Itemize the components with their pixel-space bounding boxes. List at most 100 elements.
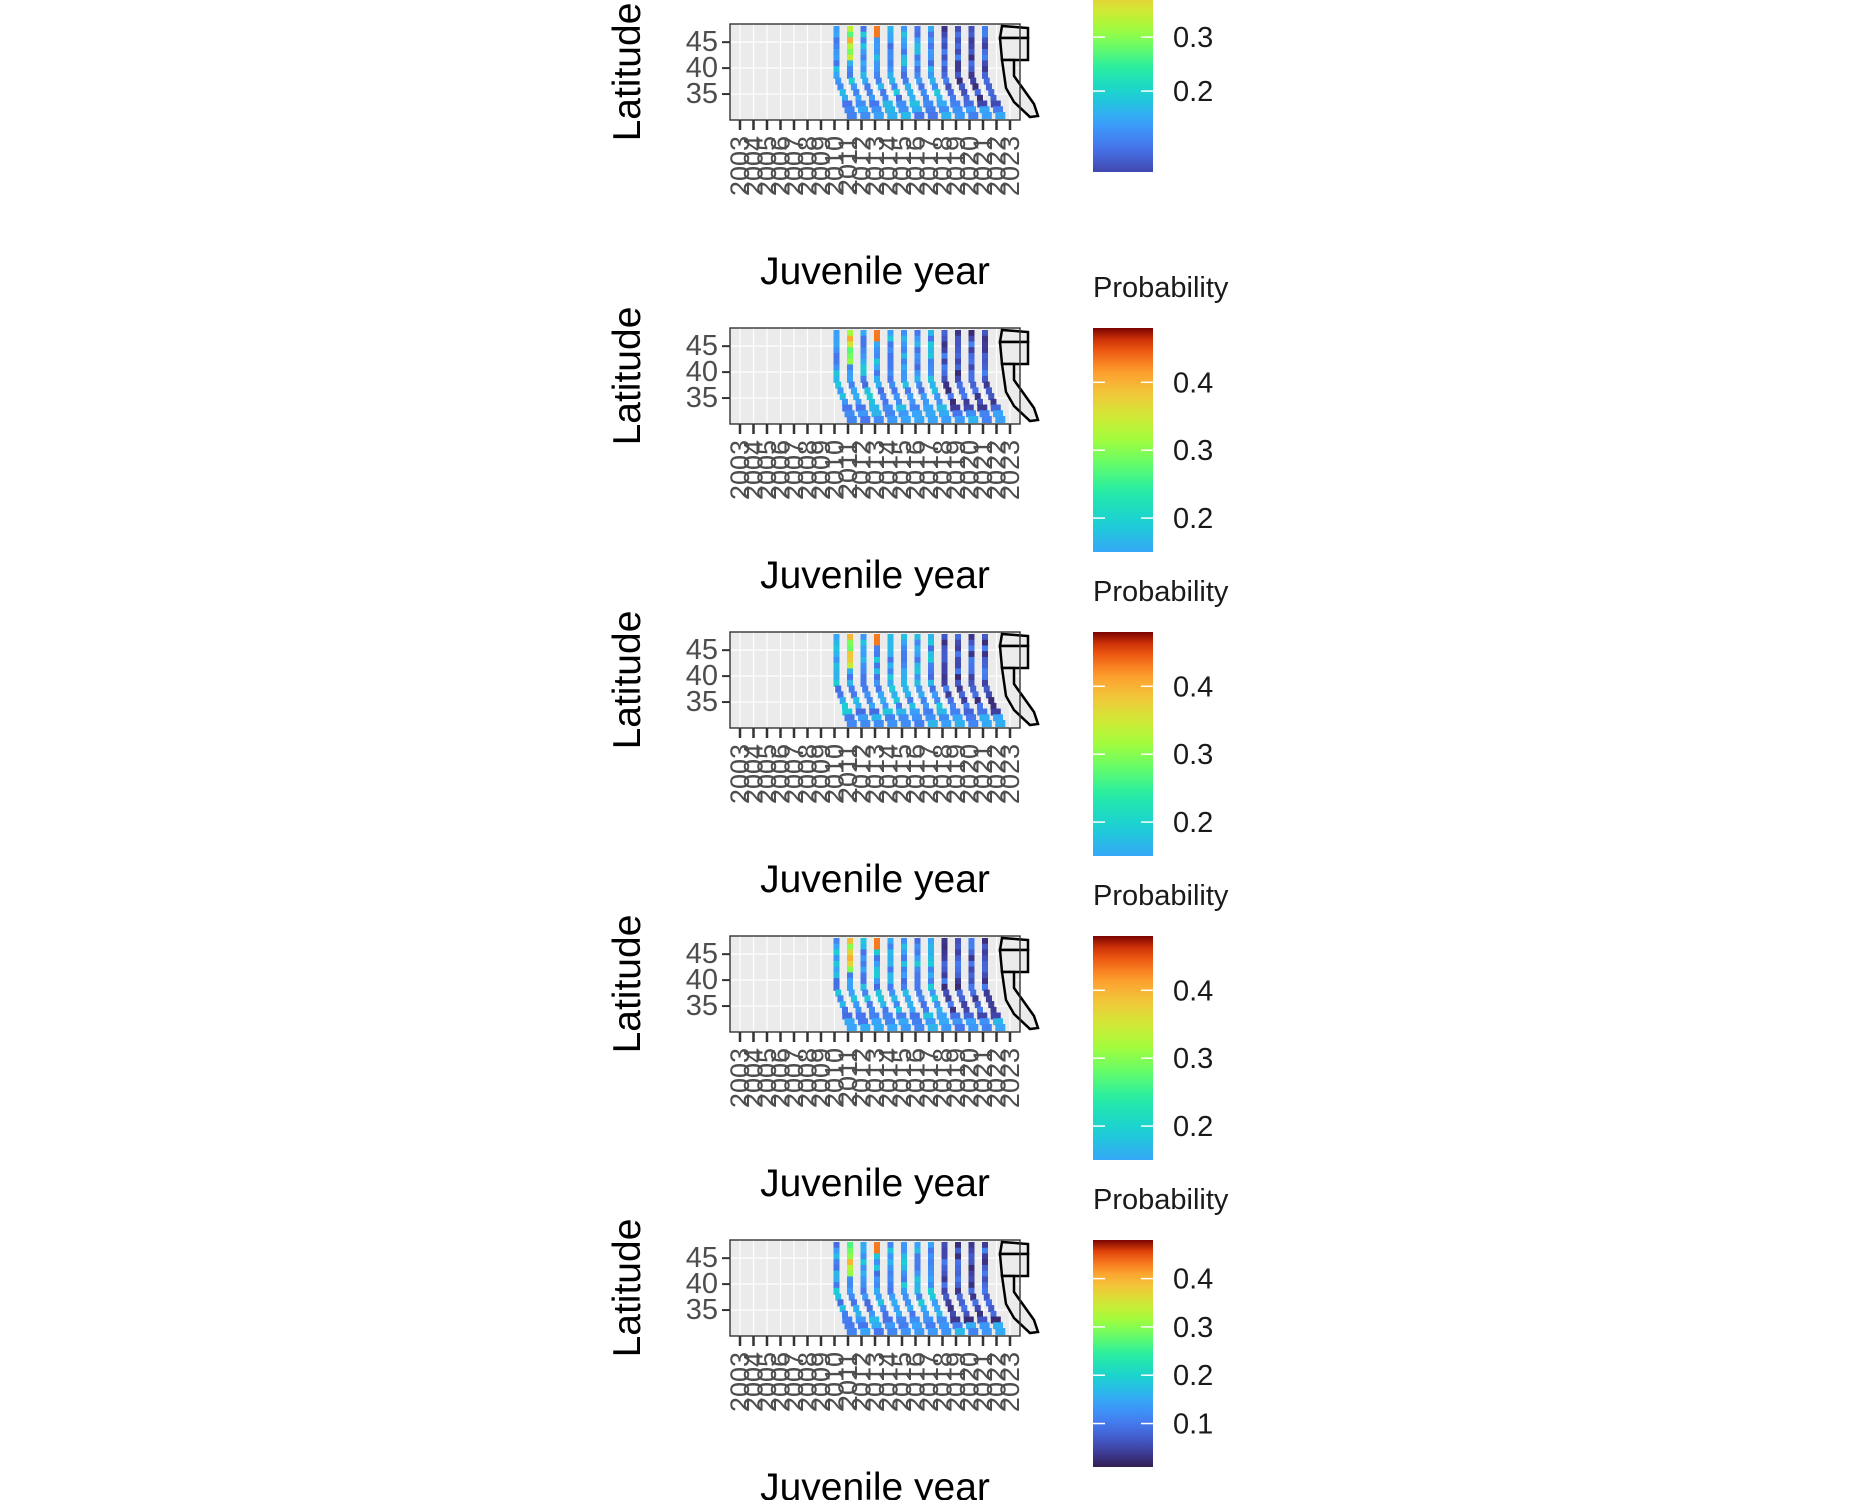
map-cell	[901, 48, 907, 56]
map-cell	[833, 949, 840, 957]
map-cell	[860, 949, 867, 957]
map-cell	[874, 347, 880, 355]
map-cell	[847, 645, 853, 653]
map-cell	[955, 651, 961, 659]
x-tick-label: 2015	[887, 744, 917, 804]
map-cell	[941, 1242, 948, 1249]
map-cell	[882, 94, 889, 102]
x-tick-label: 2012	[847, 1352, 877, 1412]
map-cell	[853, 89, 860, 97]
map-cell	[914, 656, 921, 664]
map-cell	[833, 674, 840, 682]
map-cell	[941, 938, 948, 945]
map-cell	[860, 1259, 867, 1267]
map-cell	[887, 634, 894, 641]
year-map-strip-2018	[941, 1242, 965, 1335]
map-cell	[904, 691, 911, 699]
map-cell	[869, 708, 880, 716]
map-cell	[896, 1310, 902, 1318]
map-cell	[934, 393, 941, 401]
map-cell	[860, 966, 867, 974]
map-cell	[941, 1282, 948, 1290]
map-cell	[833, 26, 840, 33]
y-axis-title: Latitude	[606, 3, 649, 142]
map-cell	[847, 634, 853, 641]
map-cell	[995, 112, 1006, 119]
map-cell	[833, 352, 840, 360]
map-cell	[982, 347, 988, 355]
map-cell	[848, 381, 855, 389]
x-tick-label: 2015	[887, 136, 917, 196]
map-cell	[874, 1242, 880, 1249]
map-cell	[887, 679, 894, 687]
x-tick-label: 2011	[833, 1352, 863, 1410]
x-tick-label: 2023	[995, 1048, 1025, 1108]
map-cell	[928, 955, 934, 963]
map-cell	[882, 100, 893, 108]
map-cell	[887, 966, 894, 974]
x-tick-label: 2007	[779, 440, 809, 500]
map-cell	[982, 938, 988, 945]
map-cell	[916, 77, 923, 85]
map-cell	[914, 966, 921, 974]
year-map-strip-2013	[874, 1242, 898, 1335]
map-cell	[860, 26, 867, 33]
map-cell	[914, 720, 925, 727]
map-cell	[874, 645, 880, 653]
map-cell	[833, 375, 840, 383]
map-cell	[920, 89, 927, 97]
map-cell	[982, 656, 988, 664]
map-cell	[847, 1247, 853, 1255]
map-cell	[835, 989, 842, 997]
year-map-strip-2018	[941, 634, 965, 727]
map-cell	[982, 71, 988, 79]
map-cell	[968, 347, 975, 355]
year-map-strip-2018	[941, 330, 965, 423]
map-cell	[928, 352, 934, 360]
map-cell	[950, 708, 961, 716]
x-tick-label: 2021	[968, 136, 998, 196]
map-cell	[985, 995, 992, 1003]
map-cell	[990, 404, 1001, 412]
map-cell	[887, 112, 898, 119]
map-cell	[855, 94, 862, 102]
map-cell	[977, 1310, 983, 1318]
map-cell	[833, 679, 840, 687]
map-cell	[988, 697, 995, 705]
map-cell	[850, 387, 857, 395]
map-cell	[909, 1316, 920, 1324]
map-cell	[982, 651, 988, 659]
map-cell	[847, 674, 853, 682]
map-cell	[950, 398, 956, 406]
map-cell	[963, 1012, 974, 1020]
x-tick-label: 2019	[941, 744, 971, 804]
map-cell	[874, 983, 880, 991]
map-cell	[968, 1264, 975, 1272]
map-cell	[844, 410, 855, 418]
map-cell	[860, 358, 867, 366]
map-cell	[982, 26, 988, 33]
map-cell	[941, 1024, 952, 1031]
map-cell	[952, 106, 963, 114]
map-cell	[844, 1018, 855, 1026]
map-cell	[860, 71, 867, 79]
map-cell	[993, 714, 1004, 722]
map-cell	[855, 404, 866, 412]
map-cell	[847, 26, 853, 33]
map-cell	[963, 100, 974, 108]
map-cell	[923, 404, 934, 412]
x-tick-label: 2016	[901, 136, 931, 196]
x-tick-label: 2007	[779, 744, 809, 804]
x-tick-label: 2015	[887, 1048, 917, 1108]
map-cell	[874, 656, 880, 664]
map-cell	[968, 1282, 975, 1290]
x-tick-label: 2003	[725, 1048, 755, 1108]
map-cell	[855, 398, 862, 406]
map-cell	[988, 89, 995, 97]
map-cell	[901, 330, 907, 337]
map-cell	[974, 1001, 981, 1009]
map-cell	[837, 995, 844, 1003]
map-cell	[860, 60, 867, 68]
map-cell	[968, 1259, 975, 1267]
map-cell	[982, 330, 988, 337]
